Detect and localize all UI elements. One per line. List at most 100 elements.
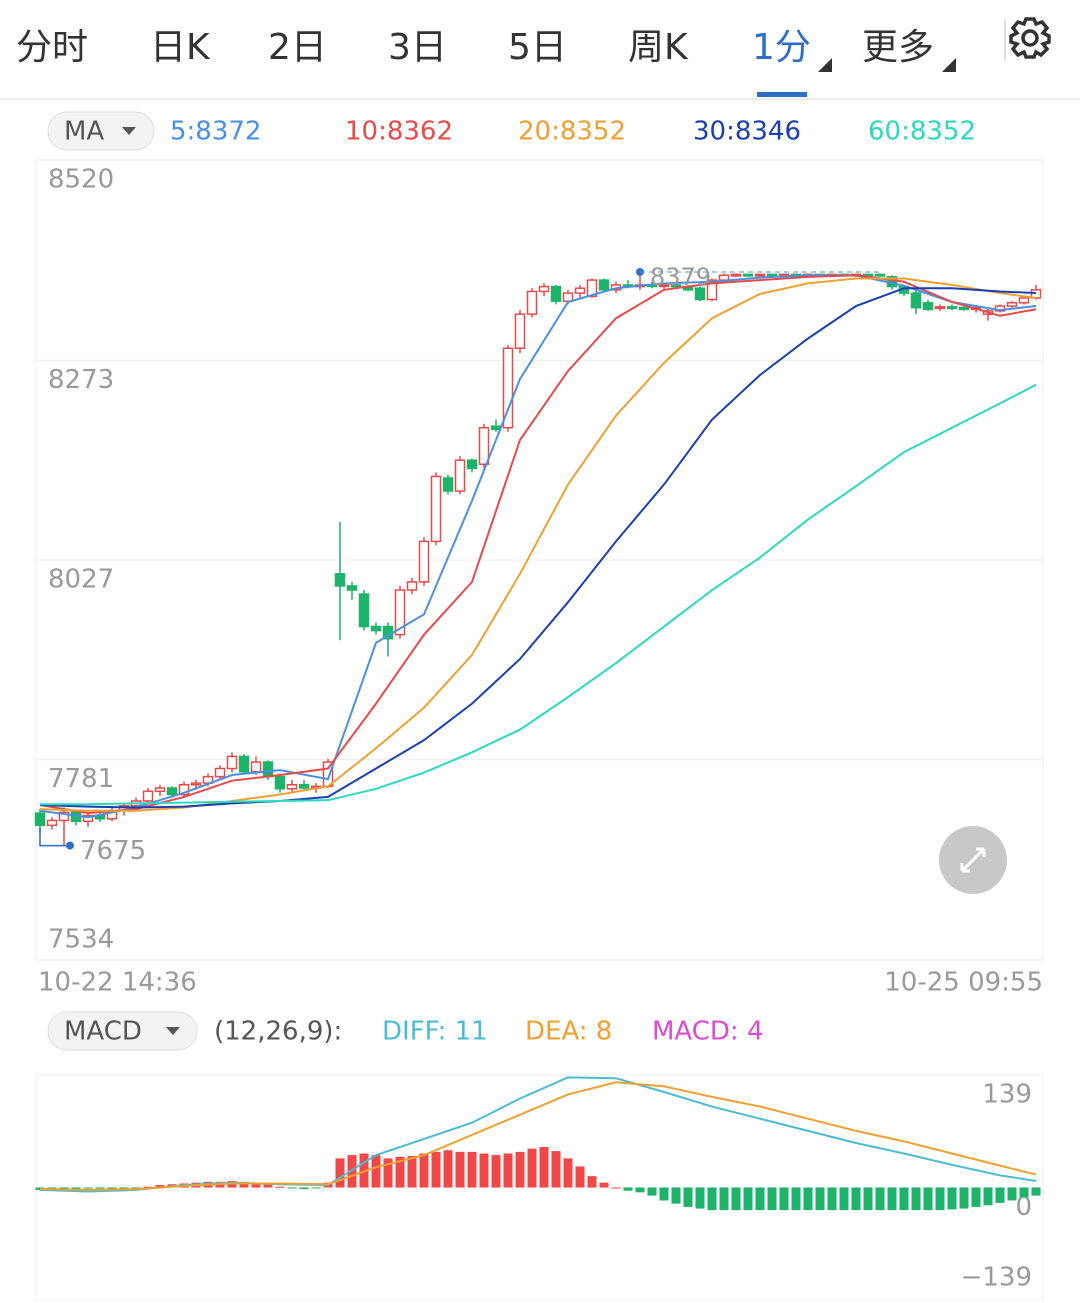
macd-bar [107,1187,117,1190]
tab[interactable]: 2日 [268,27,327,68]
macd-bar [671,1187,681,1204]
y-tick-label: 7781 [48,764,114,794]
candle-body [394,589,406,636]
macd-bar [467,1151,477,1188]
tab[interactable]: 周K [628,27,688,68]
ma-line [40,383,1037,806]
tab[interactable]: 5日 [508,27,567,68]
candle-body [442,477,454,492]
macd-bar [1019,1187,1029,1198]
candle-body [766,273,778,277]
ma-button[interactable] [47,111,155,151]
candle-body [262,761,274,778]
macd-bar [575,1166,585,1188]
candle-body [274,775,286,790]
ma-line [39,277,1037,812]
legend-entry: 20:8352 [518,117,626,147]
macd-bar [407,1155,417,1188]
candle-body [154,787,166,792]
macd-bar [527,1148,537,1188]
candle-body [214,767,226,778]
macd-bar [1007,1187,1017,1201]
candle-body [946,306,958,310]
y-tick-label: 8273 [48,365,114,395]
macd-bar [959,1187,969,1209]
macd-bar [479,1153,489,1188]
y-tick-label: 8027 [48,565,114,595]
candle-body [538,285,550,293]
macd-bar [815,1187,825,1211]
macd-bar [311,1187,321,1189]
macd-button[interactable] [47,1011,198,1051]
min-guide [39,827,70,847]
x-label: 10-22 14:36 [38,968,197,998]
candle-body [958,306,970,311]
macd-bar [911,1187,921,1211]
dropdown-arrow [818,58,956,72]
macd-bar [659,1187,669,1201]
tab[interactable]: 更多 [862,27,935,68]
macd-bar [71,1187,81,1190]
dropdown-arrow [122,127,136,135]
y-tick-label: 8520 [48,165,114,195]
indicator-label: MACD [64,1017,142,1047]
candle-body [190,782,202,786]
tab[interactable]: 日K [150,27,210,68]
candle-body [514,313,526,349]
macd-bar [827,1187,837,1211]
settings-icon[interactable] [1009,17,1051,59]
candle-body [754,273,766,277]
macd-bar [35,1187,45,1190]
candle-body [238,755,250,773]
macd-bar [371,1155,381,1188]
ma-line [39,274,1037,819]
candle-body [670,284,682,288]
macd-bar [971,1187,981,1207]
macd-bar [791,1187,801,1211]
candle-body [166,787,178,796]
macd-bar [119,1187,129,1189]
candle-body [298,783,310,789]
macd-bar [683,1187,693,1207]
ma-line [39,274,1037,815]
candle-body [694,287,706,301]
macd-bar [995,1187,1005,1203]
legend-entry: 5:8372 [170,117,261,147]
macd-bar [707,1187,717,1211]
tab[interactable]: 分时 [16,27,89,68]
tab[interactable]: 3日 [388,27,447,68]
candle-body [46,819,58,827]
candle-body [502,347,514,429]
expand-button[interactable] [939,826,1007,894]
params: (12,26,9): [214,1017,342,1047]
macd-bar [767,1187,777,1211]
macd-bar [491,1155,501,1188]
macd-bar [899,1187,909,1211]
macd-bar [635,1187,645,1193]
candle-body [358,593,370,628]
macd-bar [395,1156,405,1188]
macd-bar [839,1187,849,1211]
macd-line [39,1081,1037,1191]
macd-bar [923,1187,933,1211]
macd-bar [287,1187,297,1189]
candle-body [226,755,238,770]
macd-bar [155,1185,165,1188]
candle-body [370,625,382,632]
candle-body [598,279,610,291]
tab[interactable]: 1分 [752,27,811,68]
candle-body [922,302,934,311]
macd-bar [431,1151,441,1188]
candle-body [250,761,262,773]
candle-body [454,459,466,492]
macd-bar [983,1187,993,1206]
macd-bar [251,1182,261,1188]
y-tick-label: −139 [961,1263,1032,1293]
macd-bar [587,1176,597,1188]
max-label: 8379 [650,263,711,291]
macd-bar [887,1187,897,1211]
candle-body [1006,302,1018,307]
candle-body [586,279,598,298]
macd-bar [455,1151,465,1188]
